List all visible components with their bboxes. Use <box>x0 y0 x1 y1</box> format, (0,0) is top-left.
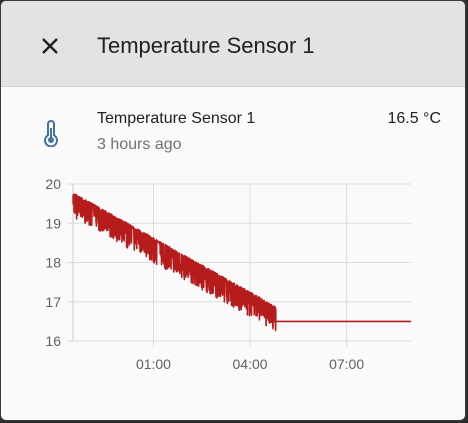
dialog-header: Temperature Sensor 1 <box>1 1 465 87</box>
y-tick-label: 18 <box>45 255 61 271</box>
close-icon <box>42 38 58 54</box>
y-tick-label: 19 <box>45 215 61 231</box>
y-tick-label: 16 <box>45 333 61 349</box>
y-tick-label: 20 <box>45 176 61 192</box>
x-tick-label: 07:00 <box>329 356 364 372</box>
x-tick-label: 04:00 <box>233 356 268 372</box>
dialog-title: Temperature Sensor 1 <box>97 33 315 58</box>
history-chart[interactable]: 20 19 18 17 16 01:00 04:00 07:00 <box>1 169 466 379</box>
entity-name: Temperature Sensor 1 <box>97 110 256 127</box>
last-changed: 3 hours ago <box>97 136 182 153</box>
x-tick-label: 01:00 <box>136 356 171 372</box>
thermometer-icon <box>41 119 61 148</box>
entity-state: 16.5 °C <box>387 110 441 127</box>
series-line <box>72 193 411 332</box>
y-tick-label: 17 <box>45 294 61 310</box>
close-button[interactable] <box>35 31 65 61</box>
